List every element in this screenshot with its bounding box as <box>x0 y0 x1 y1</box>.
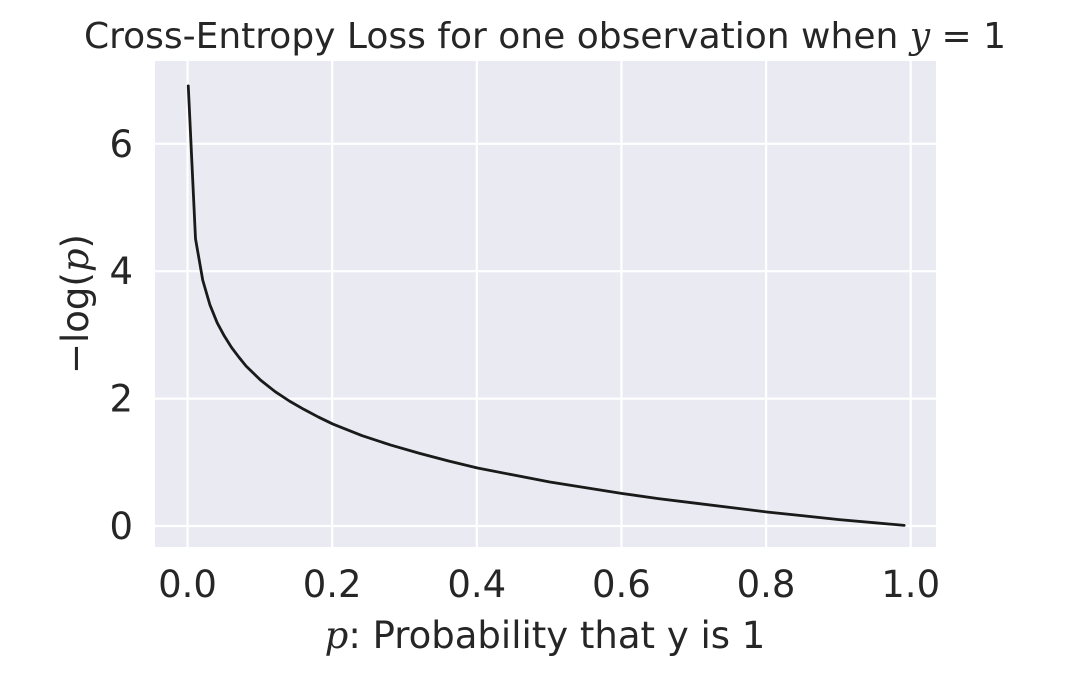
y-axis-label-suffix: ) <box>54 234 97 248</box>
chart-title: Cross-Entropy Loss for one observation w… <box>84 16 1006 57</box>
x-tick-label: 0.2 <box>303 563 362 606</box>
x-tick-label: 0.0 <box>158 563 217 606</box>
x-axis-label-text: : Probability that y is 1 <box>348 614 765 657</box>
y-tick-label: 4 <box>109 250 133 293</box>
x-tick-label: 1.0 <box>881 563 940 606</box>
y-tick-label: 0 <box>109 505 133 548</box>
y-axis-label-var: p <box>54 248 97 272</box>
x-tick-label: 0.6 <box>592 563 651 606</box>
series-line <box>186 84 906 527</box>
chart-title-math-var: y <box>908 16 931 57</box>
y-tick-label: 2 <box>109 378 133 421</box>
x-axis-ticks: 0.0 0.2 0.4 0.6 0.8 1.0 <box>158 563 940 606</box>
y-axis-label-prefix: −log( <box>54 272 97 374</box>
chart-title-math-rest: = 1 <box>930 16 1006 57</box>
y-tick-label: 6 <box>109 123 133 166</box>
x-axis-label: p: Probability that y is 1 <box>325 614 766 657</box>
x-tick-label: 0.8 <box>737 563 796 606</box>
plot-area <box>155 61 936 547</box>
y-axis-label: −log(p) <box>54 234 97 374</box>
chart-title-text: Cross-Entropy Loss for one observation w… <box>84 16 910 57</box>
x-tick-label: 0.4 <box>447 563 506 606</box>
x-axis-label-var: p <box>325 614 349 657</box>
y-axis-ticks: 0 2 4 6 <box>109 123 133 548</box>
series-group <box>186 84 906 527</box>
gridlines <box>155 61 936 547</box>
